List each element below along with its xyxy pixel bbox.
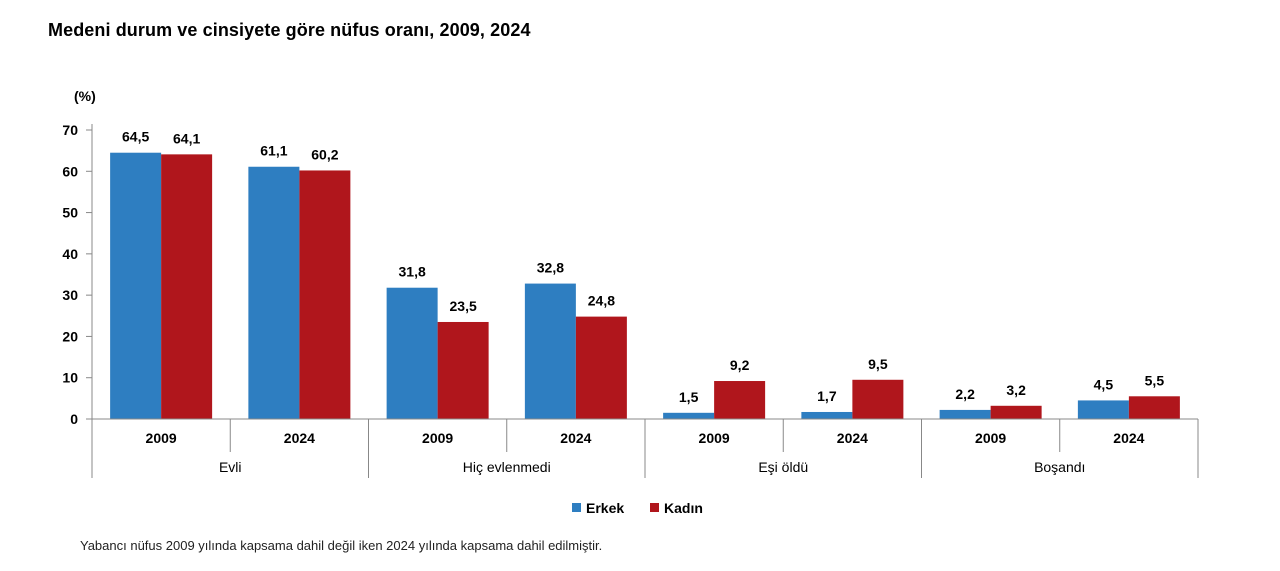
data-label: 2,2 [955,386,975,402]
bar-erkek-0 [110,152,162,419]
x-tick-label: 2024 [560,430,591,446]
x-tick-label: 2024 [1113,430,1144,446]
data-label: 61,1 [260,143,287,159]
bar-kad-n-2 [437,321,489,419]
x-tick-label: 2009 [422,430,453,446]
data-label: 4,5 [1094,376,1114,392]
data-label: 1,7 [817,388,837,404]
group-label: Evli [219,459,242,475]
bar-erkek-4 [663,412,715,419]
y-tick-label: 60 [62,163,78,179]
data-label: 64,5 [122,129,149,145]
data-label: 32,8 [537,260,564,276]
bar-erkek-7 [1077,400,1129,419]
y-axis-label: (%) [74,88,96,104]
data-label: 64,1 [173,130,200,146]
data-label: 5,5 [1145,372,1165,388]
data-label: 24,8 [588,293,615,309]
bar-kad-n-6 [990,405,1042,419]
bar-kad-n-4 [714,381,766,419]
x-tick-label: 2024 [837,430,868,446]
y-tick-label: 50 [62,205,78,221]
chart-title: Medeni durum ve cinsiyete göre nüfus ora… [48,20,531,40]
y-tick-label: 20 [62,328,78,344]
bar-erkek-2 [386,287,438,419]
data-label: 60,2 [311,146,338,162]
footnote: Yabancı nüfus 2009 yılında kapsama dahil… [80,538,603,553]
data-label: 3,2 [1006,382,1026,398]
group-label: Boşandı [1034,459,1085,475]
y-tick-label: 10 [62,370,78,386]
bar-erkek-1 [248,166,300,419]
data-label: 9,5 [868,356,888,372]
bar-kad-n-0 [161,154,213,419]
data-label: 23,5 [450,298,477,314]
group-label: Eşi öldü [758,459,808,475]
x-tick-label: 2009 [146,430,177,446]
legend-label: Kadın [664,500,703,516]
data-label: 1,5 [679,389,699,405]
bar-kad-n-5 [852,379,904,419]
bar-kad-n-7 [1128,396,1180,419]
x-tick-label: 2009 [975,430,1006,446]
x-tick-label: 2024 [284,430,315,446]
data-label: 31,8 [399,264,426,280]
legend-swatch [650,503,659,512]
bar-kad-n-1 [299,170,351,419]
bar-erkek-3 [524,283,576,419]
y-tick-label: 40 [62,246,78,262]
group-label: Hiç evlenmedi [463,459,551,475]
bar-kad-n-3 [575,316,627,419]
bar-erkek-5 [801,411,853,419]
y-tick-label: 0 [70,411,78,427]
y-tick-label: 70 [62,122,78,138]
y-tick-label: 30 [62,287,78,303]
data-label: 9,2 [730,357,750,373]
x-tick-label: 2009 [699,430,730,446]
bar-erkek-6 [939,409,991,419]
legend-label: Erkek [586,500,624,516]
legend-swatch [572,503,581,512]
